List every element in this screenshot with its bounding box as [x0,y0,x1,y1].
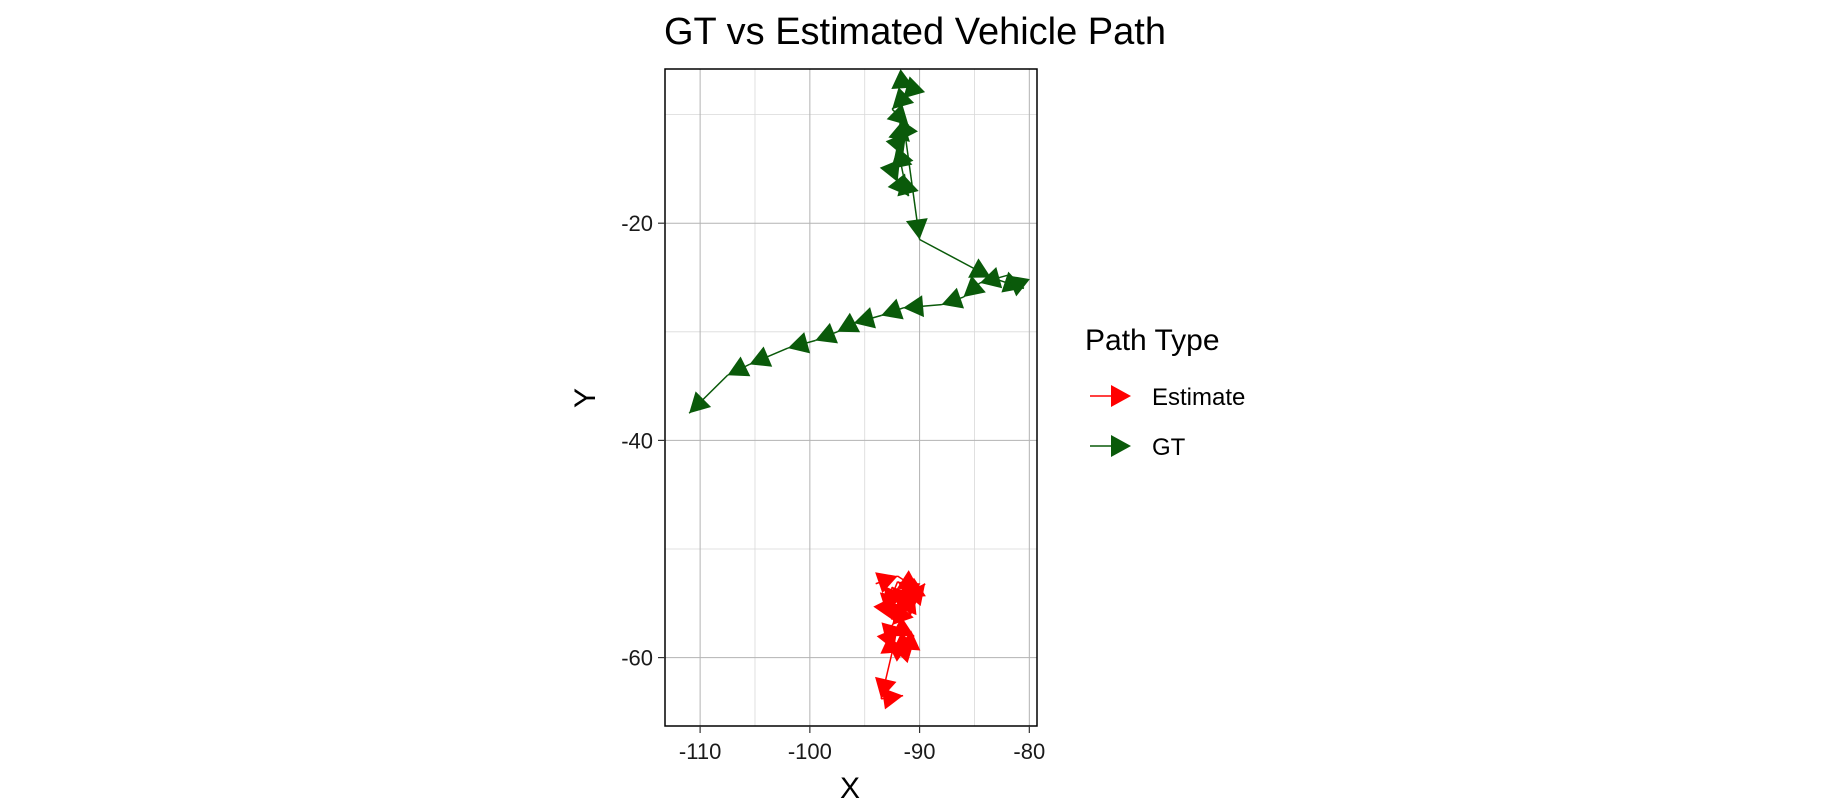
arrowhead-gt [787,332,811,354]
arrowhead-gt [837,312,861,333]
arrowhead-estimate [875,676,897,699]
arrowhead-estimate [875,572,898,594]
series-gt [688,69,1030,414]
arrowhead-gt [853,307,876,329]
y-axis: -20 -40 -60 [621,211,665,671]
arrowhead-gt [979,266,1003,289]
arrowhead-estimate [876,627,898,650]
series-layer [688,69,1030,710]
arrowhead-estimate [897,581,921,602]
arrowhead-gt [749,346,773,367]
arrowhead-gt [890,147,913,169]
path-segment-gt [902,119,921,240]
arrowhead-gt [689,391,712,414]
minor-grid [665,69,1037,726]
arrowhead-gt [1007,275,1030,297]
legend-title: Path Type [1085,324,1220,357]
legend-item-estimate: Estimate [1090,384,1245,411]
x-axis: -110 -100 -90 -80 [679,726,1045,764]
legend: Path Type Estimate GT [1085,324,1245,461]
y-tick-label: -20 [621,211,653,236]
plot-panel-border [664,68,1038,727]
arrowhead-estimate [891,616,915,637]
arrowhead-gt [963,275,986,298]
series-estimate [873,570,926,710]
arrowhead-gt [903,76,926,99]
arrowhead-gt [968,258,991,278]
arrowhead-gt [727,356,751,377]
legend-key-arrow-estimate [1111,385,1131,407]
arrowhead-gt [815,322,838,344]
arrowhead-gt [881,298,904,320]
major-grid [665,69,1037,726]
y-tick-label: -60 [621,646,653,671]
arrowhead-estimate [892,602,914,626]
arrowhead-estimate [892,631,915,653]
arrowhead-gt [892,87,915,110]
arrowhead-gt [941,287,965,309]
arrowhead-gt [886,103,909,126]
x-tick-label: -110 [679,739,721,764]
x-tick-label: -80 [1013,739,1045,764]
x-axis-title: X [840,772,860,805]
chart-title: GT vs Estimated Vehicle Path [664,11,1166,53]
arrowhead-gt [905,218,928,240]
arrowhead-gt [903,295,924,318]
x-tick-label: -90 [904,739,936,764]
legend-item-gt: GT [1090,434,1186,461]
y-axis-title: Y [569,388,602,408]
legend-label-estimate: Estimate [1152,384,1245,411]
y-tick-label: -40 [621,428,653,453]
arrowhead-estimate [881,687,904,710]
legend-label-gt: GT [1152,434,1186,461]
arrowhead-estimate [873,596,893,620]
x-tick-label: -100 [788,739,832,764]
legend-key-arrow-gt [1111,435,1131,457]
